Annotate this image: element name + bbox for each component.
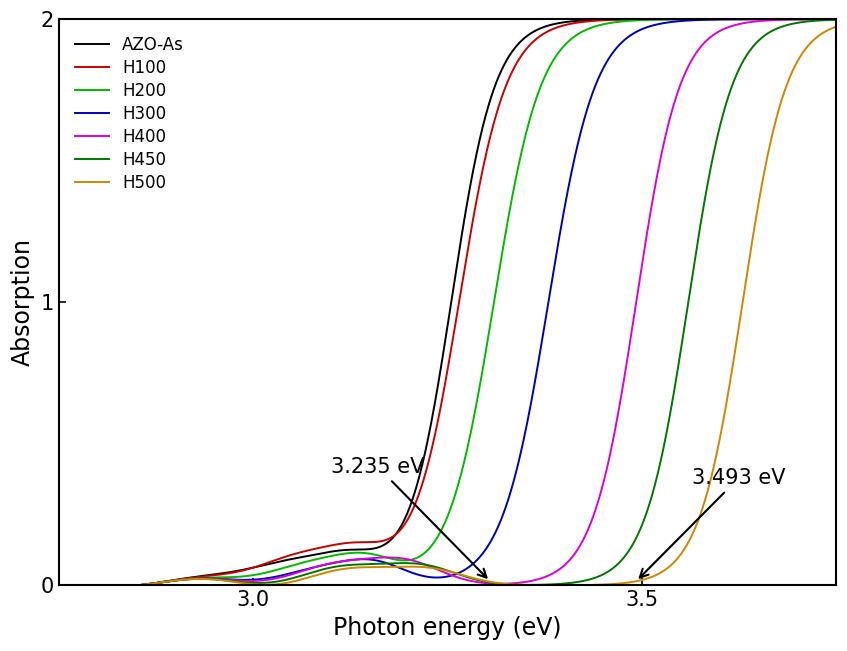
H500 (732, 335, 742, 343)
AZO-As (385, 536, 396, 544)
H200 (352, 549, 362, 557)
H100 (816, 15, 826, 23)
H400 (352, 555, 362, 563)
Text: 3.235 eV: 3.235 eV (331, 456, 486, 577)
H300 (816, 15, 826, 23)
Line: H100: H100 (58, 19, 836, 585)
H200 (142, 580, 152, 588)
H100 (732, 15, 742, 23)
Line: H400: H400 (58, 19, 836, 585)
AZO-As (831, 15, 841, 23)
H400 (53, 581, 64, 589)
Line: H500: H500 (58, 27, 836, 585)
H200 (188, 574, 198, 582)
H100 (53, 581, 64, 589)
Line: H450: H450 (58, 20, 836, 585)
H500 (352, 564, 362, 572)
H300 (53, 581, 64, 589)
H100 (188, 574, 198, 581)
H500 (53, 581, 64, 589)
H450 (142, 580, 152, 588)
AZO-As (142, 580, 152, 588)
H400 (732, 21, 742, 29)
H400 (816, 16, 826, 23)
H450 (352, 561, 362, 568)
AZO-As (352, 546, 362, 553)
H400 (188, 575, 198, 583)
H300 (352, 555, 362, 563)
H500 (385, 563, 396, 571)
AZO-As (53, 581, 64, 589)
H200 (385, 555, 396, 562)
H500 (142, 580, 152, 588)
H500 (816, 31, 826, 38)
Line: H200: H200 (58, 19, 836, 585)
H400 (385, 553, 396, 561)
H100 (352, 538, 362, 546)
H450 (385, 559, 396, 567)
H200 (831, 15, 841, 23)
H400 (142, 580, 152, 588)
H400 (831, 15, 841, 23)
H500 (188, 575, 198, 583)
Text: 3.493 eV: 3.493 eV (639, 468, 786, 577)
H300 (831, 15, 841, 23)
Line: AZO-As: AZO-As (58, 19, 836, 585)
H450 (831, 16, 841, 23)
H100 (385, 534, 396, 542)
H100 (831, 15, 841, 23)
AZO-As (816, 15, 826, 23)
H100 (142, 580, 152, 588)
H300 (188, 575, 198, 583)
H300 (142, 580, 152, 588)
AZO-As (188, 574, 198, 581)
H450 (732, 70, 742, 77)
H450 (816, 16, 826, 24)
H450 (53, 581, 64, 589)
Y-axis label: Absorption: Absorption (11, 238, 35, 367)
Legend: AZO-As, H100, H200, H300, H400, H450, H500: AZO-As, H100, H200, H300, H400, H450, H5… (67, 27, 192, 200)
Line: H300: H300 (58, 19, 836, 585)
H300 (385, 561, 396, 568)
H200 (816, 15, 826, 23)
H450 (188, 575, 198, 583)
H200 (732, 15, 742, 23)
X-axis label: Photon energy (eV): Photon energy (eV) (333, 616, 562, 640)
H500 (831, 23, 841, 31)
H200 (53, 581, 64, 589)
H300 (732, 16, 742, 23)
AZO-As (732, 15, 742, 23)
